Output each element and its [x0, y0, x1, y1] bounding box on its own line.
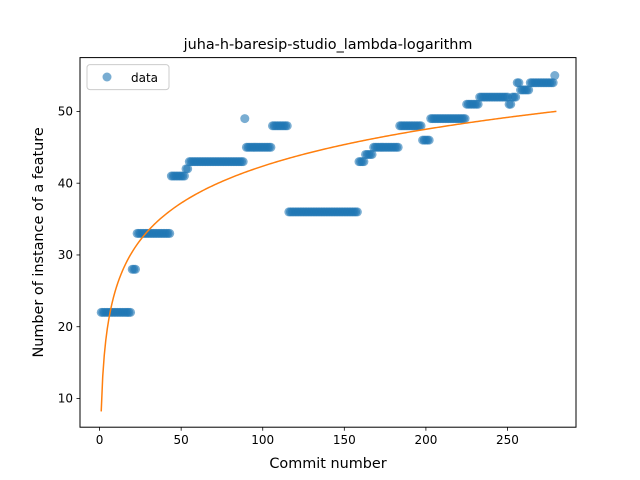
data-point [240, 114, 250, 124]
y-tick-label: 50 [58, 105, 73, 119]
data-point [165, 228, 175, 238]
data-point [282, 121, 292, 131]
x-axis-label: Commit number [269, 456, 386, 472]
data-point [130, 264, 140, 274]
data-point [514, 78, 524, 88]
data-point [473, 99, 483, 109]
y-axis-ticks: 10 20 30 40 50 [58, 105, 80, 406]
x-tick-label: 250 [496, 433, 519, 447]
data-points [96, 71, 560, 317]
data-point [424, 135, 434, 145]
data-point [548, 78, 558, 88]
x-axis-ticks: 0 50 100 150 200 250 [96, 427, 519, 447]
data-point [393, 142, 403, 152]
data-point [359, 157, 369, 167]
data-point [183, 164, 193, 174]
data-point [238, 157, 248, 167]
plot-frame [79, 57, 577, 428]
chart-title: juha-h-baresip-studio_lambda-logarithm [183, 37, 473, 53]
fit-line-layer [100, 110, 557, 412]
data-point [506, 99, 516, 109]
x-tick-label: 100 [251, 433, 274, 447]
data-point [460, 114, 470, 124]
data-point [524, 85, 534, 95]
data-point [416, 121, 426, 131]
y-tick-label: 40 [58, 176, 73, 190]
data-point [550, 71, 560, 81]
data-point [367, 149, 377, 159]
data-point [352, 207, 362, 217]
legend-label: data [131, 71, 158, 85]
data-point [126, 307, 136, 317]
y-tick-label: 30 [58, 248, 73, 262]
data-point [266, 142, 276, 152]
data-point [179, 171, 189, 181]
x-tick-label: 150 [333, 433, 356, 447]
y-axis-label: Number of instance of a feature [31, 127, 47, 357]
data-point [511, 92, 521, 102]
y-tick-label: 10 [58, 392, 73, 406]
plot-area [80, 57, 576, 428]
x-tick-label: 200 [414, 433, 437, 447]
legend-marker [102, 72, 112, 82]
fit-line [100, 110, 557, 412]
x-tick-label: 0 [96, 433, 104, 447]
legend: data [86, 64, 170, 91]
legend-box [86, 64, 170, 91]
y-tick-label: 20 [58, 320, 73, 334]
x-tick-label: 50 [174, 433, 189, 447]
